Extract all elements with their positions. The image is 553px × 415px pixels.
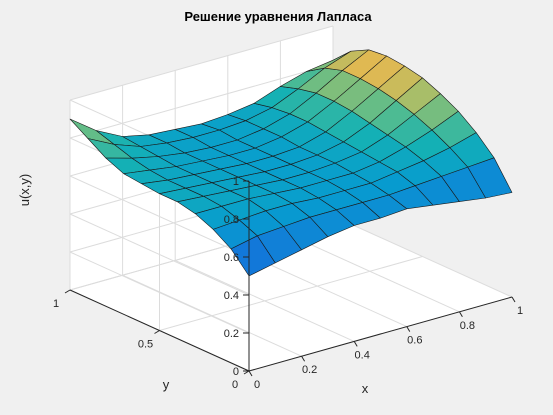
z-tick-label: 1: [233, 176, 239, 188]
x-tick-mark: [353, 341, 358, 347]
x-axis-label: x: [362, 381, 369, 396]
z-axis-label: u(x,y): [17, 174, 32, 207]
x-axis-line: [248, 296, 513, 372]
x-tick-mark: [406, 326, 411, 332]
z-tick-label: 0.8: [224, 214, 239, 226]
x-tick-mark: [248, 370, 253, 377]
grid-line-z-side: [69, 251, 250, 334]
y-axis-label: y: [163, 377, 170, 392]
y-tick-mark: [64, 289, 71, 294]
grid-line-z-back: [69, 63, 334, 139]
grid-line-z-side: [69, 175, 250, 258]
z-tick-label: 0.4: [224, 290, 239, 302]
surface-patch: [467, 157, 513, 199]
y-tick-label: 1: [53, 298, 59, 310]
x-tick-label: 0.2: [302, 364, 317, 376]
chart-title: Решение уравнения Лапласа: [184, 9, 372, 24]
z-tick-label: 0.6: [224, 252, 239, 264]
x-tick-label: 1: [517, 305, 523, 317]
z-tick-label: 0.2: [224, 328, 239, 340]
z-tick-label: 0: [233, 366, 239, 378]
surface-mesh: [69, 49, 513, 277]
x-tick-label: 0.8: [460, 320, 475, 332]
grid-line-y-floor: [159, 256, 423, 331]
x-tick-label: 0: [254, 379, 260, 391]
x-tick-label: 0.6: [407, 335, 422, 347]
grid-line-z-back: [69, 25, 334, 101]
y-tick-label: 0: [232, 379, 238, 391]
grid-line-z-side: [69, 213, 250, 296]
x-tick-label: 0.4: [355, 349, 370, 361]
y-tick-label: 0.5: [138, 339, 153, 351]
y-tick-mark: [154, 330, 160, 334]
x-tick-mark: [511, 296, 516, 303]
tick-labels: 0 0.2 0.4 0.6 0.8 1 0 0.5 1 0 0.2 0.4 0.6 0.8 1: [53, 176, 523, 391]
x-tick-mark: [301, 355, 306, 362]
x-tick-mark: [458, 311, 463, 318]
